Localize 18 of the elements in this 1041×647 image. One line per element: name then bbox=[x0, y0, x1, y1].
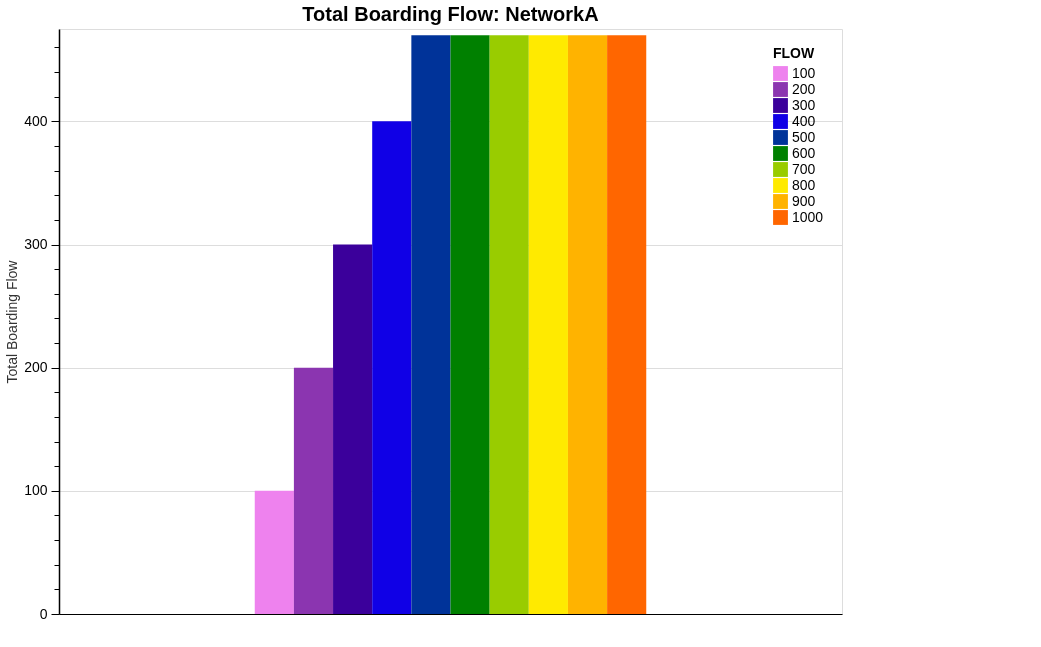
legend-label: 1000 bbox=[792, 208, 824, 225]
y-tick-label: 400 bbox=[24, 112, 48, 129]
legend-label: 900 bbox=[792, 192, 816, 209]
legend-label: 800 bbox=[792, 176, 816, 193]
legend-label: 700 bbox=[792, 160, 816, 177]
y-tick-label: 300 bbox=[24, 236, 48, 253]
legend-title: FLOW bbox=[773, 45, 815, 61]
legend-label: 100 bbox=[792, 64, 816, 81]
chart-title: Total Boarding Flow: NetworkA bbox=[302, 3, 599, 25]
legend-label: 400 bbox=[792, 112, 816, 129]
legend-label: 200 bbox=[792, 80, 816, 97]
y-tick-label: 100 bbox=[24, 482, 48, 499]
y-tick-label: 0 bbox=[39, 605, 48, 622]
legend-label: 600 bbox=[792, 144, 816, 161]
legend-label: 300 bbox=[792, 96, 816, 113]
legend-label: 500 bbox=[792, 128, 816, 145]
y-tick-label: 200 bbox=[24, 359, 48, 376]
y-axis-title: Total Boarding Flow bbox=[4, 259, 21, 384]
